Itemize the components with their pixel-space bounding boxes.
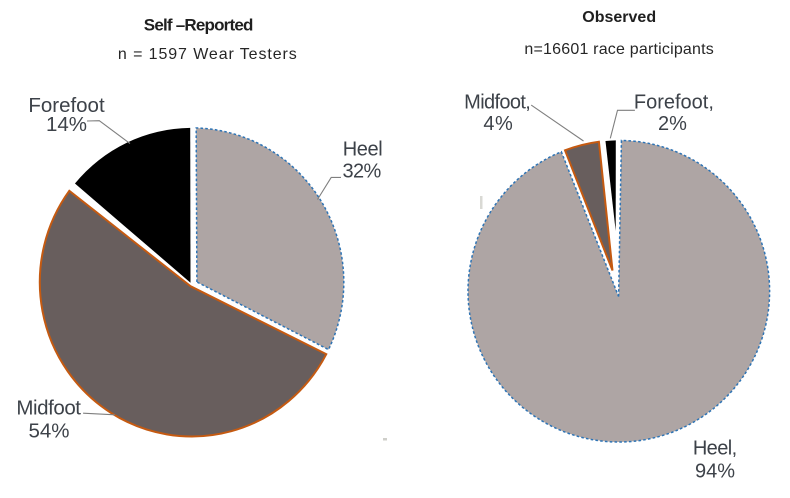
svg-text:2%: 2%	[658, 113, 687, 135]
svg-text:Midfoot,: Midfoot,	[464, 91, 530, 113]
svg-text:Self –Reported: Self –Reported	[144, 16, 253, 35]
svg-text:Forefoot: Forefoot	[28, 94, 105, 117]
svg-text:Heel,: Heel,	[693, 438, 737, 460]
svg-text:54%: 54%	[28, 419, 69, 442]
svg-text:Midfoot: Midfoot	[16, 397, 81, 420]
svg-text:Heel: Heel	[343, 139, 383, 161]
svg-text:94%: 94%	[695, 461, 735, 483]
svg-text:14%: 14%	[46, 113, 87, 136]
svg-text:4%: 4%	[483, 113, 513, 135]
svg-text:n=16601 race participants: n=16601 race participants	[524, 41, 714, 58]
svg-text:32%: 32%	[342, 161, 381, 183]
svg-text:n = 1597 Wear Testers: n = 1597 Wear Testers	[118, 46, 298, 63]
svg-text:Forefoot,: Forefoot,	[634, 91, 714, 113]
svg-text:Observed: Observed	[582, 9, 656, 26]
